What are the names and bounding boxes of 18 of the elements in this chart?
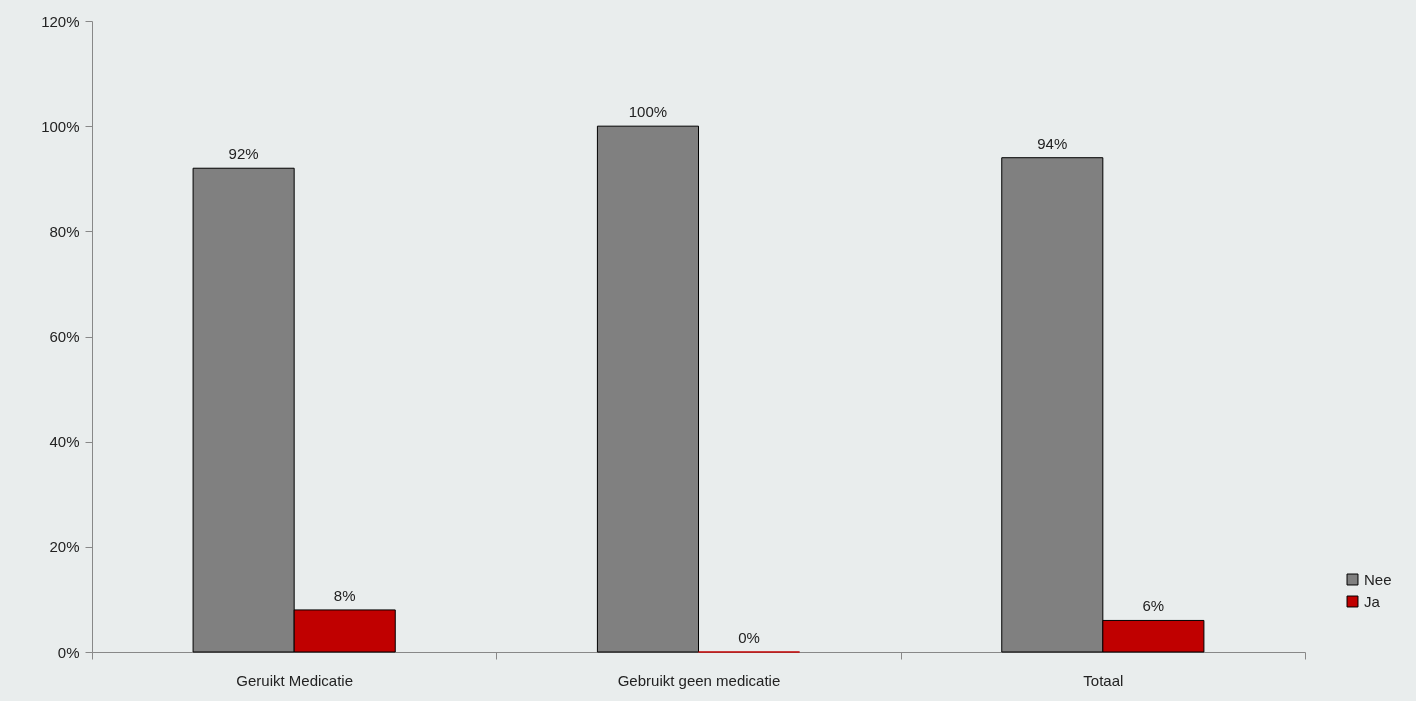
data-label: 92% [228, 145, 259, 163]
y-tick-label: 0% [57, 643, 80, 661]
y-tick-label: 120% [41, 12, 80, 30]
x-tick-label: Totaal [1083, 671, 1124, 689]
y-tick-label: 20% [49, 538, 80, 556]
legend-label: Nee [1364, 570, 1392, 588]
y-tick-label: 80% [49, 222, 80, 240]
x-tick-label: Geruikt Medicatie [236, 671, 354, 689]
data-label: 8% [333, 586, 356, 604]
y-tick-label: 60% [49, 328, 80, 345]
x-tick-label: Gebruikt geen medicatie [617, 671, 781, 689]
y-tick-label: 40% [49, 433, 80, 451]
y-tick-label: 100% [41, 117, 80, 135]
data-label: 94% [1037, 134, 1068, 152]
data-label: 100% [628, 103, 668, 121]
legend-label: Ja [1364, 592, 1381, 610]
data-label: 6% [1142, 597, 1165, 615]
data-label: 0% [738, 629, 760, 646]
